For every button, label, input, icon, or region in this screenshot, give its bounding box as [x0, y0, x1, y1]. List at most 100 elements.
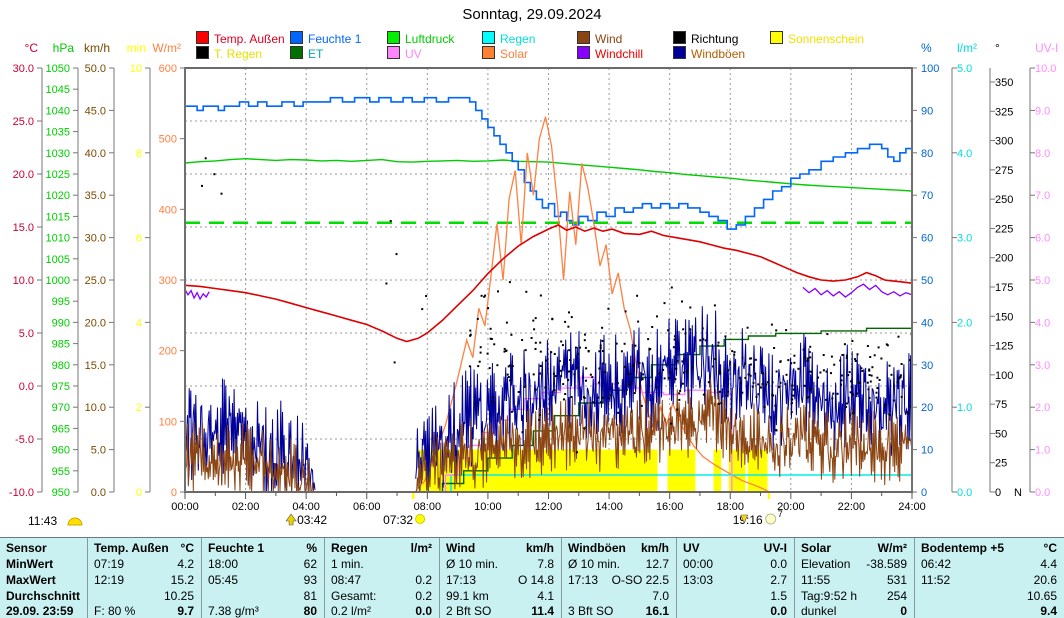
direction-dot	[784, 383, 787, 386]
table-value: 10.65	[1026, 589, 1057, 603]
axis-tick-label: 1000	[46, 275, 70, 287]
table-label: Windböen	[568, 541, 626, 555]
direction-dot	[888, 413, 891, 416]
direction-dot	[510, 410, 513, 413]
direction-dot	[560, 340, 563, 343]
direction-dot	[718, 370, 721, 373]
axis-tick-label: 250	[995, 194, 1013, 206]
axis-tick-label: 1005	[46, 254, 70, 266]
time-label: 18:00	[716, 501, 744, 513]
direction-dot	[841, 354, 844, 356]
direction-dot	[576, 366, 579, 369]
direction-dot	[779, 381, 782, 384]
axis-tick-label: 1025	[46, 169, 70, 181]
time-label: 20:00	[777, 501, 805, 513]
direction-dot	[861, 370, 864, 372]
table-value: 9.7	[177, 604, 194, 618]
axis-tick-label: 150	[995, 311, 1013, 323]
direction-dot	[623, 365, 626, 368]
table-value: 11.4	[531, 604, 554, 618]
time-label: 02:00	[232, 501, 260, 513]
axis-tick-label: 10.0	[13, 275, 34, 287]
axis-tick-label: 225	[995, 223, 1013, 235]
time-label: 10:00	[474, 501, 502, 513]
legend-label: Regen	[500, 32, 536, 46]
direction-dot	[636, 294, 639, 297]
table-row: 17:13	[440, 572, 562, 588]
axis-tick-label: 0.0	[957, 487, 972, 499]
table-value: 0.2	[415, 589, 432, 603]
axis-tick-label: -10.0	[9, 487, 34, 499]
direction-dot	[583, 427, 586, 430]
table-row: 17:13	[562, 572, 677, 588]
axis-tick-label: 1040	[46, 105, 70, 117]
sunshine-block	[713, 449, 722, 492]
table-row: Feuchte 1	[202, 540, 325, 556]
axis-tick-label: 4.0	[957, 148, 972, 160]
table-row: Ø 10 min.	[562, 556, 677, 572]
table-label: Tag:9:52 h	[801, 589, 858, 603]
direction-dot	[790, 362, 793, 365]
axis-tick-label: 200	[159, 346, 177, 358]
direction-dot	[597, 396, 600, 399]
direction-dot	[620, 350, 623, 353]
direction-dot	[204, 157, 207, 160]
axis-tick-label: 20.0	[13, 169, 34, 181]
axis-tick-label: 980	[52, 360, 70, 372]
axis-tick-label: 2.0	[957, 317, 972, 329]
axis-tick-label: 25.0	[13, 116, 34, 128]
direction-dot	[684, 332, 687, 335]
direction-dot	[642, 373, 645, 376]
legend-label: ET	[308, 47, 324, 61]
legend-label: Windböen	[691, 47, 746, 61]
axis-tick-label: 50	[995, 428, 1007, 440]
axis-tick-label: 5.0	[91, 445, 106, 457]
table-value: 62	[303, 557, 317, 571]
direction-dot	[802, 348, 805, 351]
direction-dot	[670, 422, 673, 425]
direction-dot	[476, 317, 479, 320]
table-row: 07:19	[88, 556, 202, 572]
direction-dot	[509, 379, 512, 382]
axis-tick-label: 0	[171, 487, 177, 499]
table-value: %	[306, 541, 317, 555]
moon-icon	[765, 513, 777, 525]
direction-dot	[733, 353, 736, 356]
table-value: 7.0	[652, 589, 669, 603]
direction-dot	[765, 383, 768, 386]
direction-dot	[761, 383, 764, 386]
table-label: Feuchte 1	[208, 541, 265, 555]
legend-item-wind: Wind	[577, 31, 622, 46]
direction-dot	[668, 377, 671, 379]
direction-dot	[479, 346, 482, 349]
time-label: 24:00	[898, 501, 926, 513]
direction-dot	[508, 281, 511, 284]
direction-dot	[213, 173, 216, 176]
direction-dot	[598, 350, 601, 353]
direction-dot	[749, 363, 752, 366]
direction-dot	[876, 387, 879, 390]
table-label: Wind	[446, 541, 476, 555]
day-length-label: 11:43	[28, 514, 57, 528]
axis-tick-label: 1.0	[1035, 445, 1050, 457]
table-label: UV	[683, 541, 700, 555]
table-label: 13:03	[683, 573, 714, 587]
table-row: %	[202, 540, 325, 556]
direction-dot	[775, 370, 778, 373]
direction-dot	[628, 384, 631, 386]
direction-dot	[850, 386, 853, 389]
direction-dot	[689, 306, 692, 309]
axis-tick-label: 8	[136, 148, 142, 160]
table-label: F: 80 %	[94, 604, 136, 618]
direction-dot	[533, 328, 536, 331]
table-row: Windböen	[562, 540, 677, 556]
table-row: km/h	[562, 540, 677, 556]
direction-dot	[487, 307, 490, 310]
table-value: 2.7	[770, 573, 787, 587]
table-label: 2 Bft SO	[446, 604, 492, 618]
table-row: Solar	[795, 540, 915, 556]
table-value: l/m²	[410, 541, 432, 555]
direction-dot	[484, 294, 487, 297]
direction-dot	[749, 374, 752, 377]
direction-dot	[793, 361, 796, 364]
